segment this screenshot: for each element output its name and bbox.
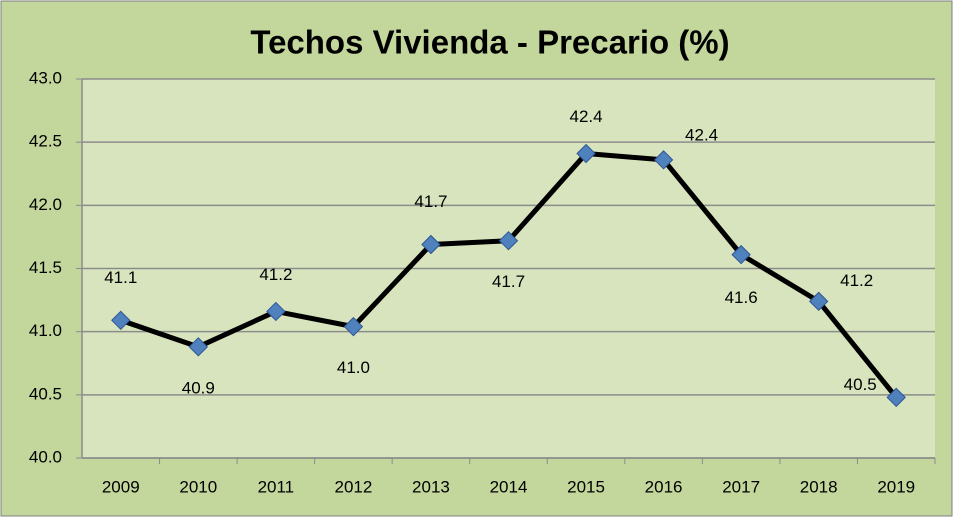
y-tick-label: 43.0 (29, 68, 62, 87)
y-tick-label: 40.5 (29, 384, 62, 403)
y-tick-label: 42.0 (29, 195, 62, 214)
data-label: 41.2 (259, 265, 292, 284)
y-tick-label: 40.0 (29, 447, 62, 466)
data-label: 41.7 (492, 272, 525, 291)
marker (421, 234, 441, 255)
y-tick-label: 41.5 (29, 258, 62, 277)
data-label: 41.1 (104, 268, 137, 287)
x-tick-label: 2011 (258, 477, 295, 496)
x-tick-label: 2018 (800, 477, 838, 496)
x-tick-label: 2013 (412, 477, 450, 496)
data-label: 40.5 (844, 375, 877, 394)
marker (731, 244, 751, 265)
x-tick-label: 2016 (645, 477, 683, 496)
marker (886, 387, 906, 408)
x-tick-label: 2012 (334, 477, 372, 496)
data-label: 41.6 (725, 288, 758, 307)
data-label: 42.4 (569, 107, 602, 126)
x-tick-label: 2009 (102, 477, 140, 496)
y-tick-label: 42.5 (29, 132, 62, 151)
marker (111, 310, 131, 331)
x-tick-label: 2019 (877, 477, 915, 496)
marker (343, 316, 364, 337)
data-label: 41.2 (840, 271, 873, 290)
x-tick-label: 2014 (490, 477, 528, 496)
marker (653, 150, 674, 170)
chart-title: Techos Vivienda - Precario (%) (250, 24, 729, 61)
data-label: 41.0 (337, 358, 370, 377)
marker (266, 301, 286, 322)
x-tick-label: 2017 (722, 477, 760, 496)
data-label: 40.9 (182, 378, 215, 397)
data-label: 42.4 (685, 125, 718, 144)
marker (188, 337, 209, 357)
y-tick-label: 41.0 (29, 321, 62, 340)
marker (576, 143, 596, 164)
x-tick-label: 2015 (567, 477, 605, 496)
data-label: 41.7 (414, 192, 447, 211)
x-tick-label: 2010 (179, 477, 217, 496)
marker (498, 230, 519, 251)
marker (808, 291, 829, 312)
